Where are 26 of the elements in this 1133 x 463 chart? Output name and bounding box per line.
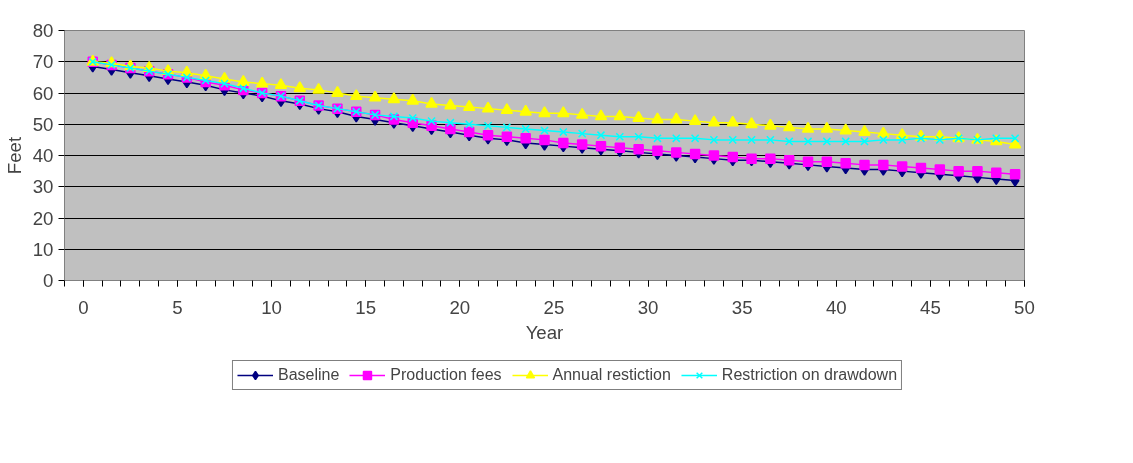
y-tick-label: 50 (32, 113, 54, 135)
y-tick-label: 60 (32, 82, 54, 104)
x-tick-label: 5 (172, 296, 183, 318)
x-tick-label: 30 (637, 296, 659, 318)
x-tick-label: 50 (1014, 296, 1035, 318)
legend-label: Annual restiction (552, 366, 671, 384)
y-tick-label: 10 (32, 238, 54, 260)
y-axis-title: Feet (3, 136, 25, 175)
legend-label: Restriction on drawdown (721, 366, 898, 384)
y-tick-label: 80 (32, 20, 54, 41)
x-tick-label: 40 (825, 296, 847, 318)
x-tick-label: 10 (261, 296, 282, 318)
x-tick-label: 15 (355, 296, 377, 318)
x-tick-label: 20 (449, 296, 471, 318)
y-tick-label: 30 (32, 176, 54, 198)
legend-label: Production fees (390, 366, 502, 384)
x-tick-label: 35 (731, 296, 753, 318)
y-tick-label: 40 (32, 145, 54, 166)
legend-label: Baseline (277, 366, 340, 384)
x-tick-label: 0 (78, 296, 89, 318)
y-tick-label: 0 (43, 270, 54, 291)
y-tick-label: 70 (32, 51, 54, 73)
y-tick-label: 20 (32, 207, 54, 229)
x-tick-label: 45 (920, 296, 941, 318)
x-axis-title: Year (525, 321, 564, 343)
x-tick-label: 25 (543, 296, 565, 318)
